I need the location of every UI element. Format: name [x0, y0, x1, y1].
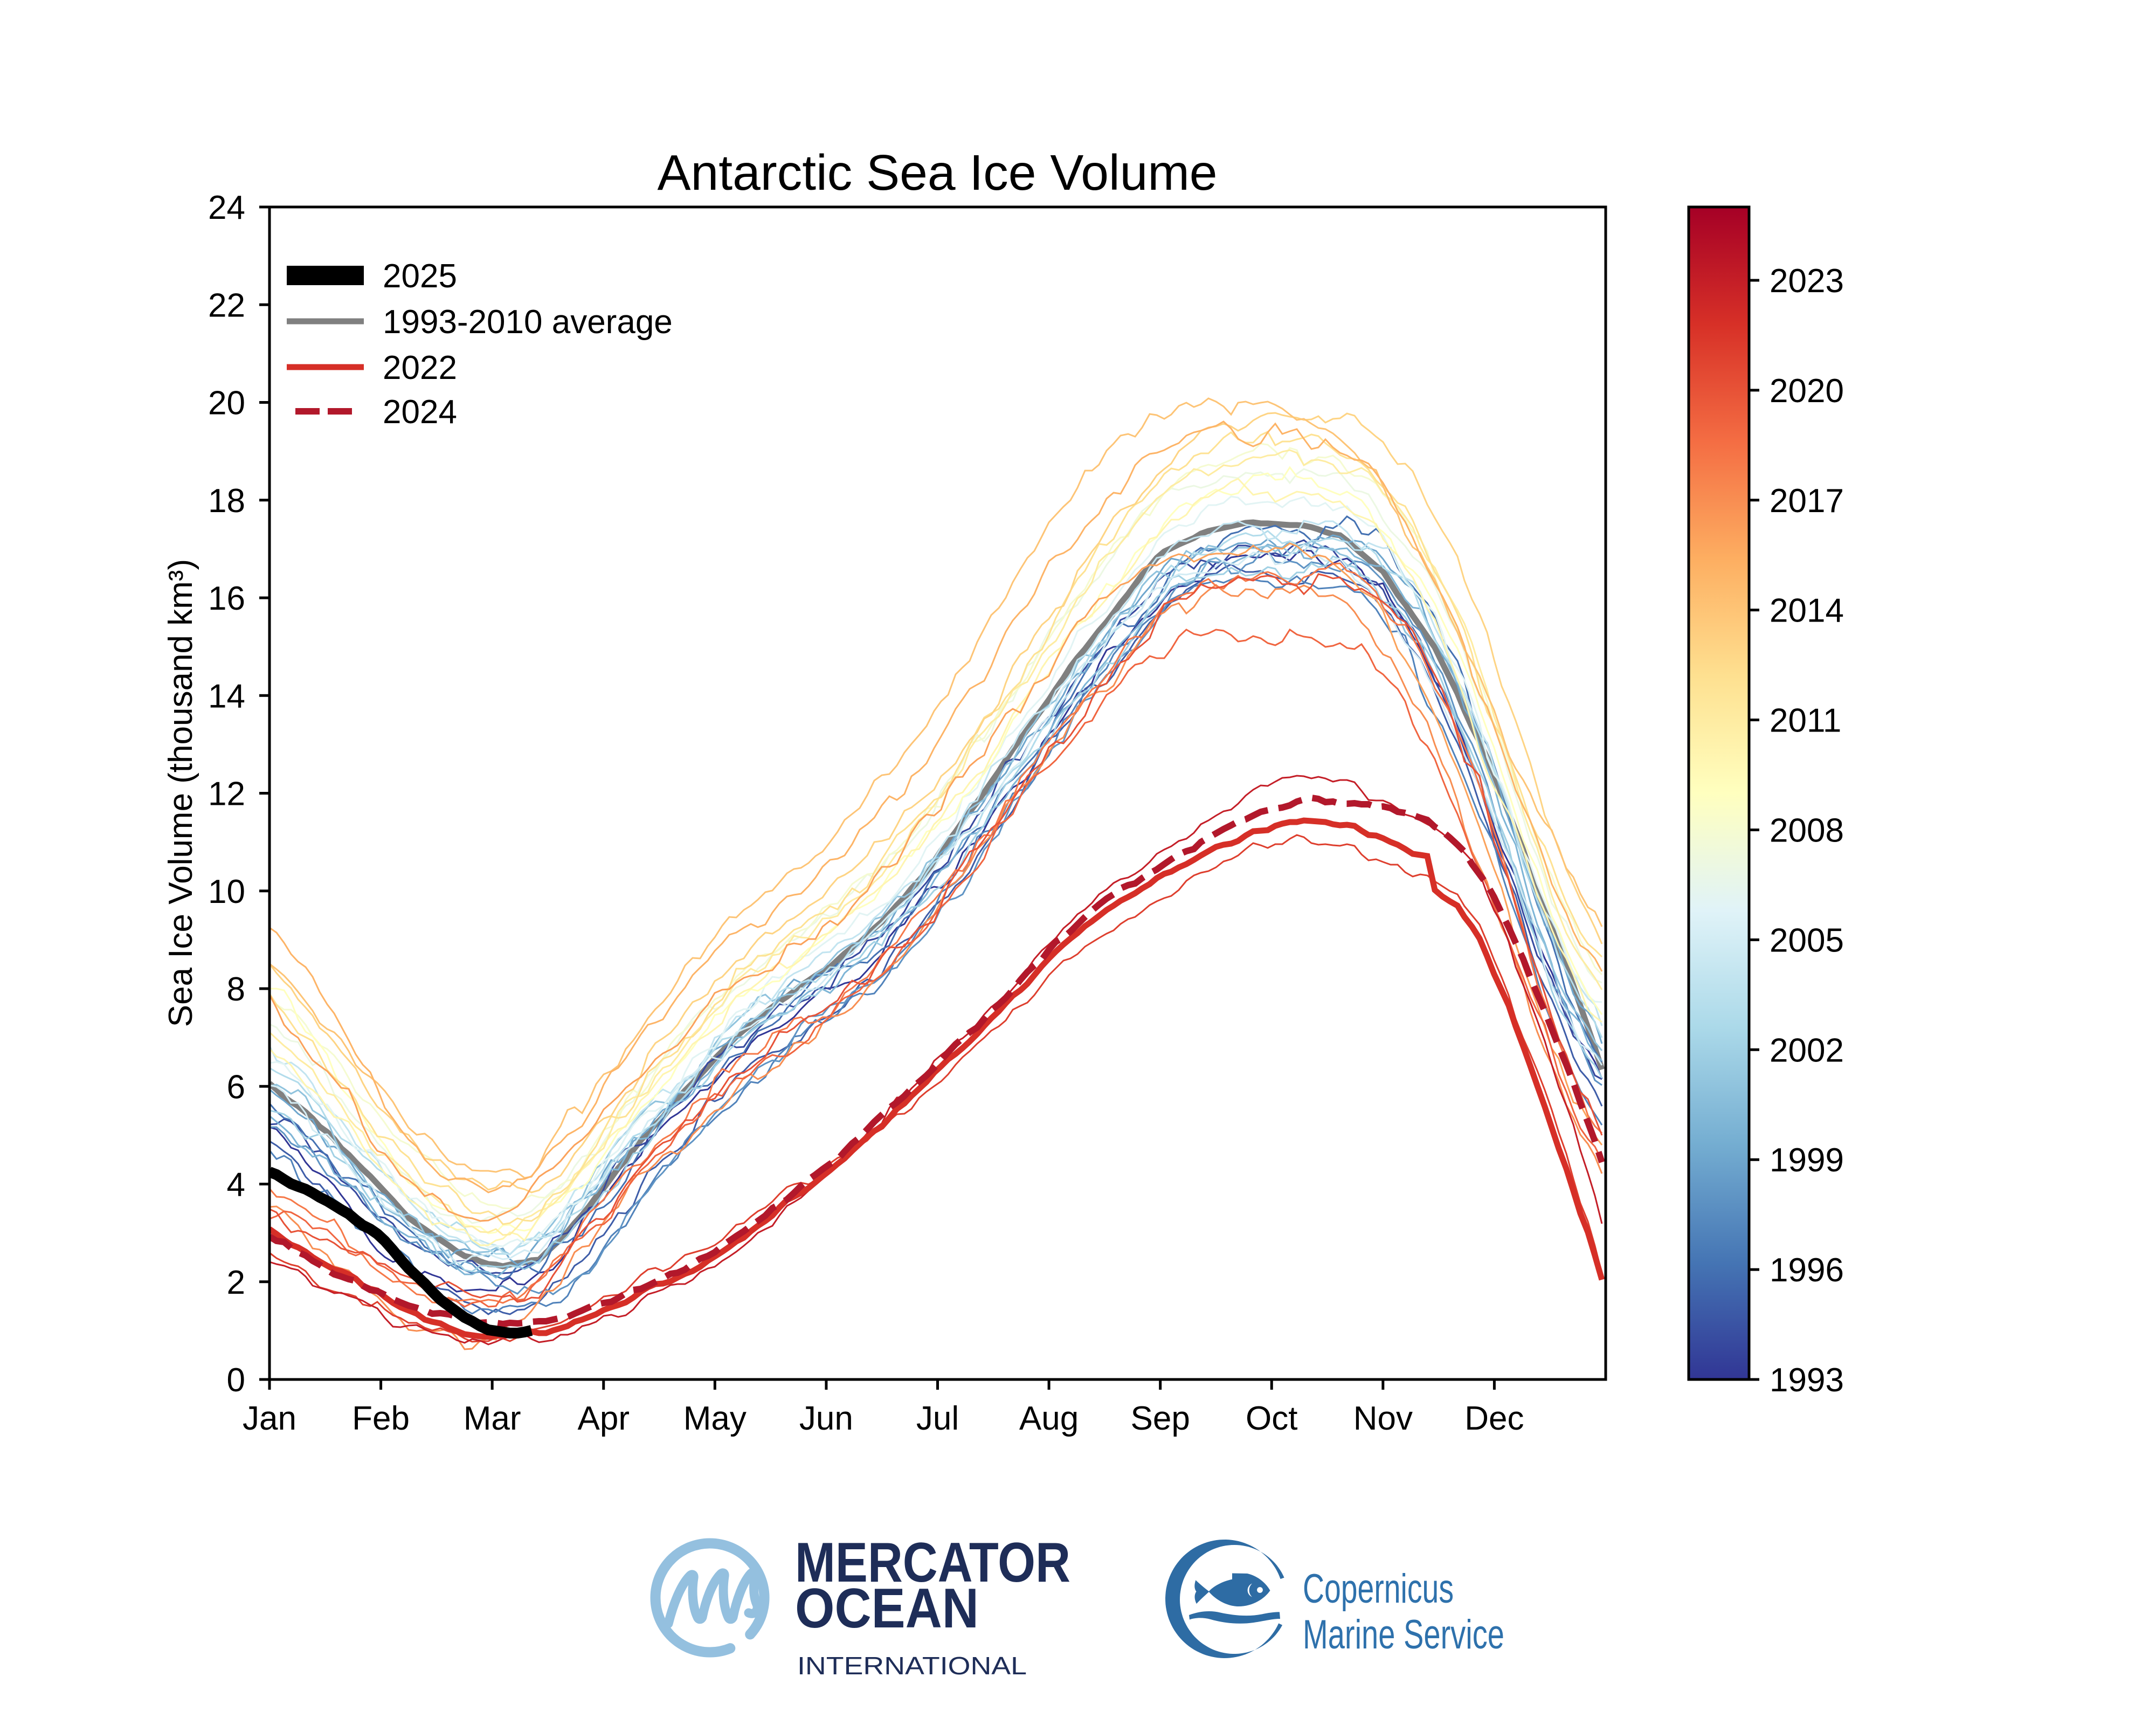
svg-text:Jan: Jan — [243, 1400, 296, 1437]
svg-text:1999: 1999 — [1770, 1142, 1844, 1179]
svg-text:2017: 2017 — [1770, 482, 1844, 520]
svg-text:Sea Ice Volume (thousand km³): Sea Ice Volume (thousand km³) — [162, 559, 199, 1027]
svg-text:6: 6 — [227, 1068, 245, 1106]
svg-text:0: 0 — [227, 1362, 245, 1399]
svg-text:Sep: Sep — [1131, 1400, 1190, 1437]
svg-text:INTERNATIONAL: INTERNATIONAL — [797, 1652, 1027, 1680]
svg-text:8: 8 — [227, 971, 245, 1008]
svg-text:22: 22 — [208, 287, 245, 324]
svg-text:1993-2010 average: 1993-2010 average — [383, 303, 673, 341]
svg-text:Oct: Oct — [1246, 1400, 1297, 1437]
svg-text:2022: 2022 — [383, 349, 457, 387]
svg-text:12: 12 — [208, 776, 245, 813]
svg-text:OCEAN: OCEAN — [795, 1577, 979, 1640]
svg-text:20: 20 — [208, 385, 245, 422]
svg-text:2020: 2020 — [1770, 372, 1844, 410]
svg-text:May: May — [683, 1400, 747, 1437]
svg-text:2023: 2023 — [1770, 263, 1844, 300]
svg-text:2005: 2005 — [1770, 922, 1844, 959]
svg-text:16: 16 — [208, 580, 245, 617]
svg-text:2024: 2024 — [383, 394, 457, 431]
svg-text:2014: 2014 — [1770, 592, 1844, 630]
svg-text:Copernicus: Copernicus — [1303, 1566, 1454, 1612]
svg-text:10: 10 — [208, 873, 245, 910]
svg-text:Antarctic Sea Ice Volume: Antarctic Sea Ice Volume — [657, 144, 1217, 201]
svg-text:2002: 2002 — [1770, 1032, 1844, 1069]
svg-text:Nov: Nov — [1353, 1400, 1413, 1437]
svg-text:Marine Service: Marine Service — [1303, 1612, 1504, 1658]
svg-text:Mar: Mar — [464, 1400, 521, 1437]
svg-text:4: 4 — [227, 1167, 245, 1204]
svg-text:18: 18 — [208, 482, 245, 520]
svg-text:Aug: Aug — [1019, 1400, 1079, 1437]
svg-text:14: 14 — [208, 678, 245, 715]
svg-text:Jul: Jul — [916, 1400, 959, 1437]
svg-text:24: 24 — [208, 189, 245, 226]
svg-text:2008: 2008 — [1770, 812, 1844, 849]
svg-text:2011: 2011 — [1770, 702, 1841, 740]
svg-text:Dec: Dec — [1464, 1400, 1524, 1437]
svg-text:1996: 1996 — [1770, 1252, 1844, 1289]
svg-text:Apr: Apr — [578, 1400, 630, 1437]
svg-text:Jun: Jun — [799, 1400, 853, 1437]
svg-text:2025: 2025 — [383, 258, 457, 295]
svg-text:2: 2 — [227, 1264, 245, 1301]
svg-text:1993: 1993 — [1770, 1362, 1844, 1399]
svg-text:MERCATOR: MERCATOR — [795, 1531, 1070, 1594]
svg-text:Feb: Feb — [352, 1400, 410, 1437]
